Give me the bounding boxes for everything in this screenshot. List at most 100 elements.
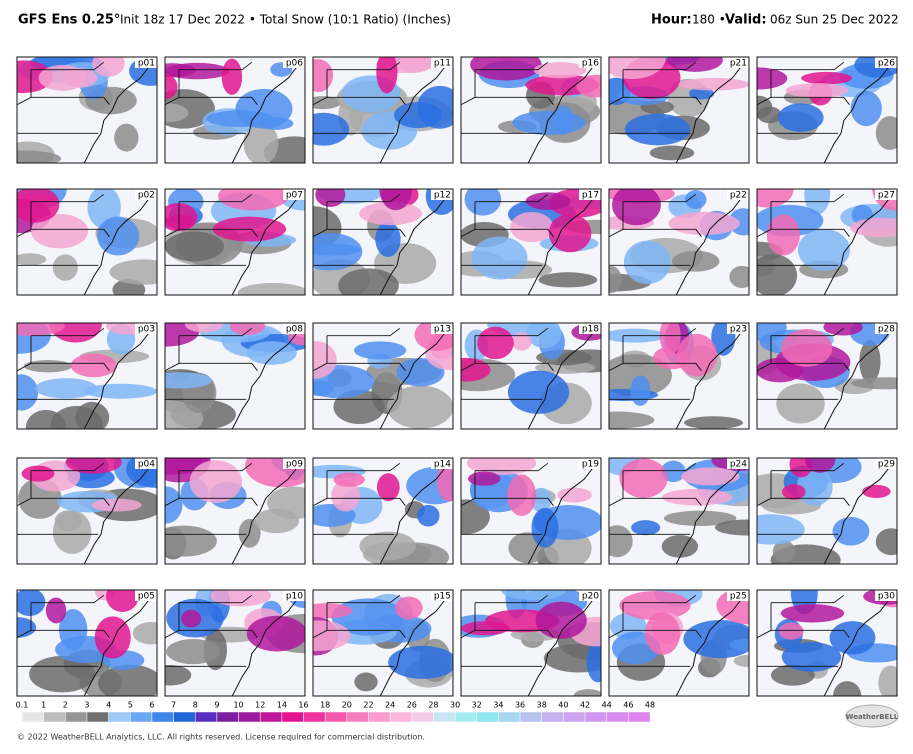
state-line	[757, 470, 772, 507]
snow-area	[379, 189, 413, 211]
snow-area	[468, 471, 501, 486]
panel-label: p29	[878, 460, 895, 470]
label-box	[875, 590, 897, 601]
map-frame	[164, 322, 306, 430]
coastline	[527, 331, 595, 429]
state-line	[623, 362, 702, 371]
snow-area	[70, 353, 117, 378]
map-frame	[460, 322, 602, 430]
colorbar-label: 14	[277, 701, 287, 710]
state-line	[475, 327, 549, 337]
panel-label: p30	[878, 592, 895, 602]
snow-area	[218, 189, 290, 211]
colorbar-swatch	[21, 711, 44, 723]
snow-area	[106, 590, 139, 612]
map-frame	[312, 457, 454, 565]
snow-area	[875, 116, 897, 150]
state-line	[327, 594, 401, 604]
map-panel	[757, 323, 897, 429]
panel-grid: p01 p06 p11 p16 p21 p26 p02 p07 p12 p17 p22 p27 p03 p…	[16, 56, 898, 697]
snow-area	[237, 282, 305, 295]
colorbar-label: 46	[623, 701, 633, 710]
model: GFS Ens 0.25°	[18, 13, 120, 28]
colorbar-label: 42	[580, 701, 590, 710]
state-line	[771, 61, 845, 71]
snow-area	[688, 87, 715, 100]
snow-area	[631, 520, 661, 536]
snow-area	[165, 664, 192, 686]
map-panel	[17, 323, 157, 429]
snow-area	[62, 68, 98, 88]
map-frame	[312, 322, 454, 430]
coastline	[83, 331, 151, 429]
snow-area	[757, 106, 782, 124]
snow-area	[649, 145, 695, 161]
state-line	[313, 470, 328, 507]
logo: WeatherBELL	[845, 704, 899, 728]
map-panel	[165, 590, 305, 696]
panel-label: p25	[730, 592, 747, 602]
map-panel	[17, 458, 157, 564]
state-line	[461, 602, 476, 639]
snow-area	[781, 329, 833, 367]
snow-area	[862, 484, 891, 498]
state-line	[475, 96, 554, 105]
snow-area	[97, 664, 157, 696]
snow-area	[376, 473, 400, 502]
state-line	[609, 470, 624, 507]
panel-label: p03	[138, 325, 155, 335]
map-panel	[461, 57, 601, 163]
panel-label: p06	[286, 59, 303, 69]
colorbar-label: 44	[602, 701, 612, 710]
snow-area	[875, 528, 897, 556]
snow-area	[801, 71, 852, 85]
label-box	[431, 323, 453, 334]
snow-area	[313, 96, 342, 110]
panel-label: p26	[878, 59, 895, 69]
snow-area	[557, 487, 592, 503]
snow-area	[850, 377, 897, 390]
snow-area	[165, 74, 178, 100]
panel-label: p23	[730, 325, 747, 335]
snow-area	[630, 375, 651, 406]
snow-area	[65, 458, 122, 474]
coastline	[675, 466, 743, 564]
snow-area	[21, 465, 55, 482]
snow-area	[766, 214, 800, 256]
snow-area	[667, 57, 723, 72]
state-line	[31, 629, 110, 638]
snow-area	[538, 272, 598, 288]
colorbar-label: 6	[149, 701, 154, 710]
coastline	[527, 65, 595, 163]
map-frame	[608, 322, 750, 430]
colorbar-swatch	[259, 711, 283, 723]
snow-area	[471, 236, 528, 280]
colorbar-swatch	[324, 711, 348, 723]
snow-area	[331, 480, 361, 512]
map-panel	[461, 323, 601, 429]
snow-area	[586, 640, 601, 683]
colorbar-swatch	[563, 711, 586, 723]
state-line	[771, 629, 850, 638]
snow-area	[359, 201, 422, 226]
map-panel	[757, 189, 897, 295]
hour: 180 •	[692, 13, 726, 27]
state-line	[475, 462, 549, 472]
label-box	[579, 57, 601, 68]
state-line	[327, 228, 406, 237]
snow-area	[804, 458, 836, 473]
snow-area	[50, 405, 104, 429]
coastline	[83, 598, 151, 696]
snow-area	[733, 654, 749, 668]
state-line	[771, 96, 850, 105]
panel-label: p21	[730, 59, 747, 69]
coastline	[231, 466, 299, 564]
colorbar-label: 34	[493, 701, 503, 710]
label-box	[579, 458, 601, 469]
colorbar-label: 7	[171, 701, 176, 710]
label-box	[727, 458, 749, 469]
snow-area	[184, 323, 224, 333]
state-line	[165, 602, 180, 639]
snow-area	[29, 655, 96, 693]
snow-area	[45, 597, 67, 624]
